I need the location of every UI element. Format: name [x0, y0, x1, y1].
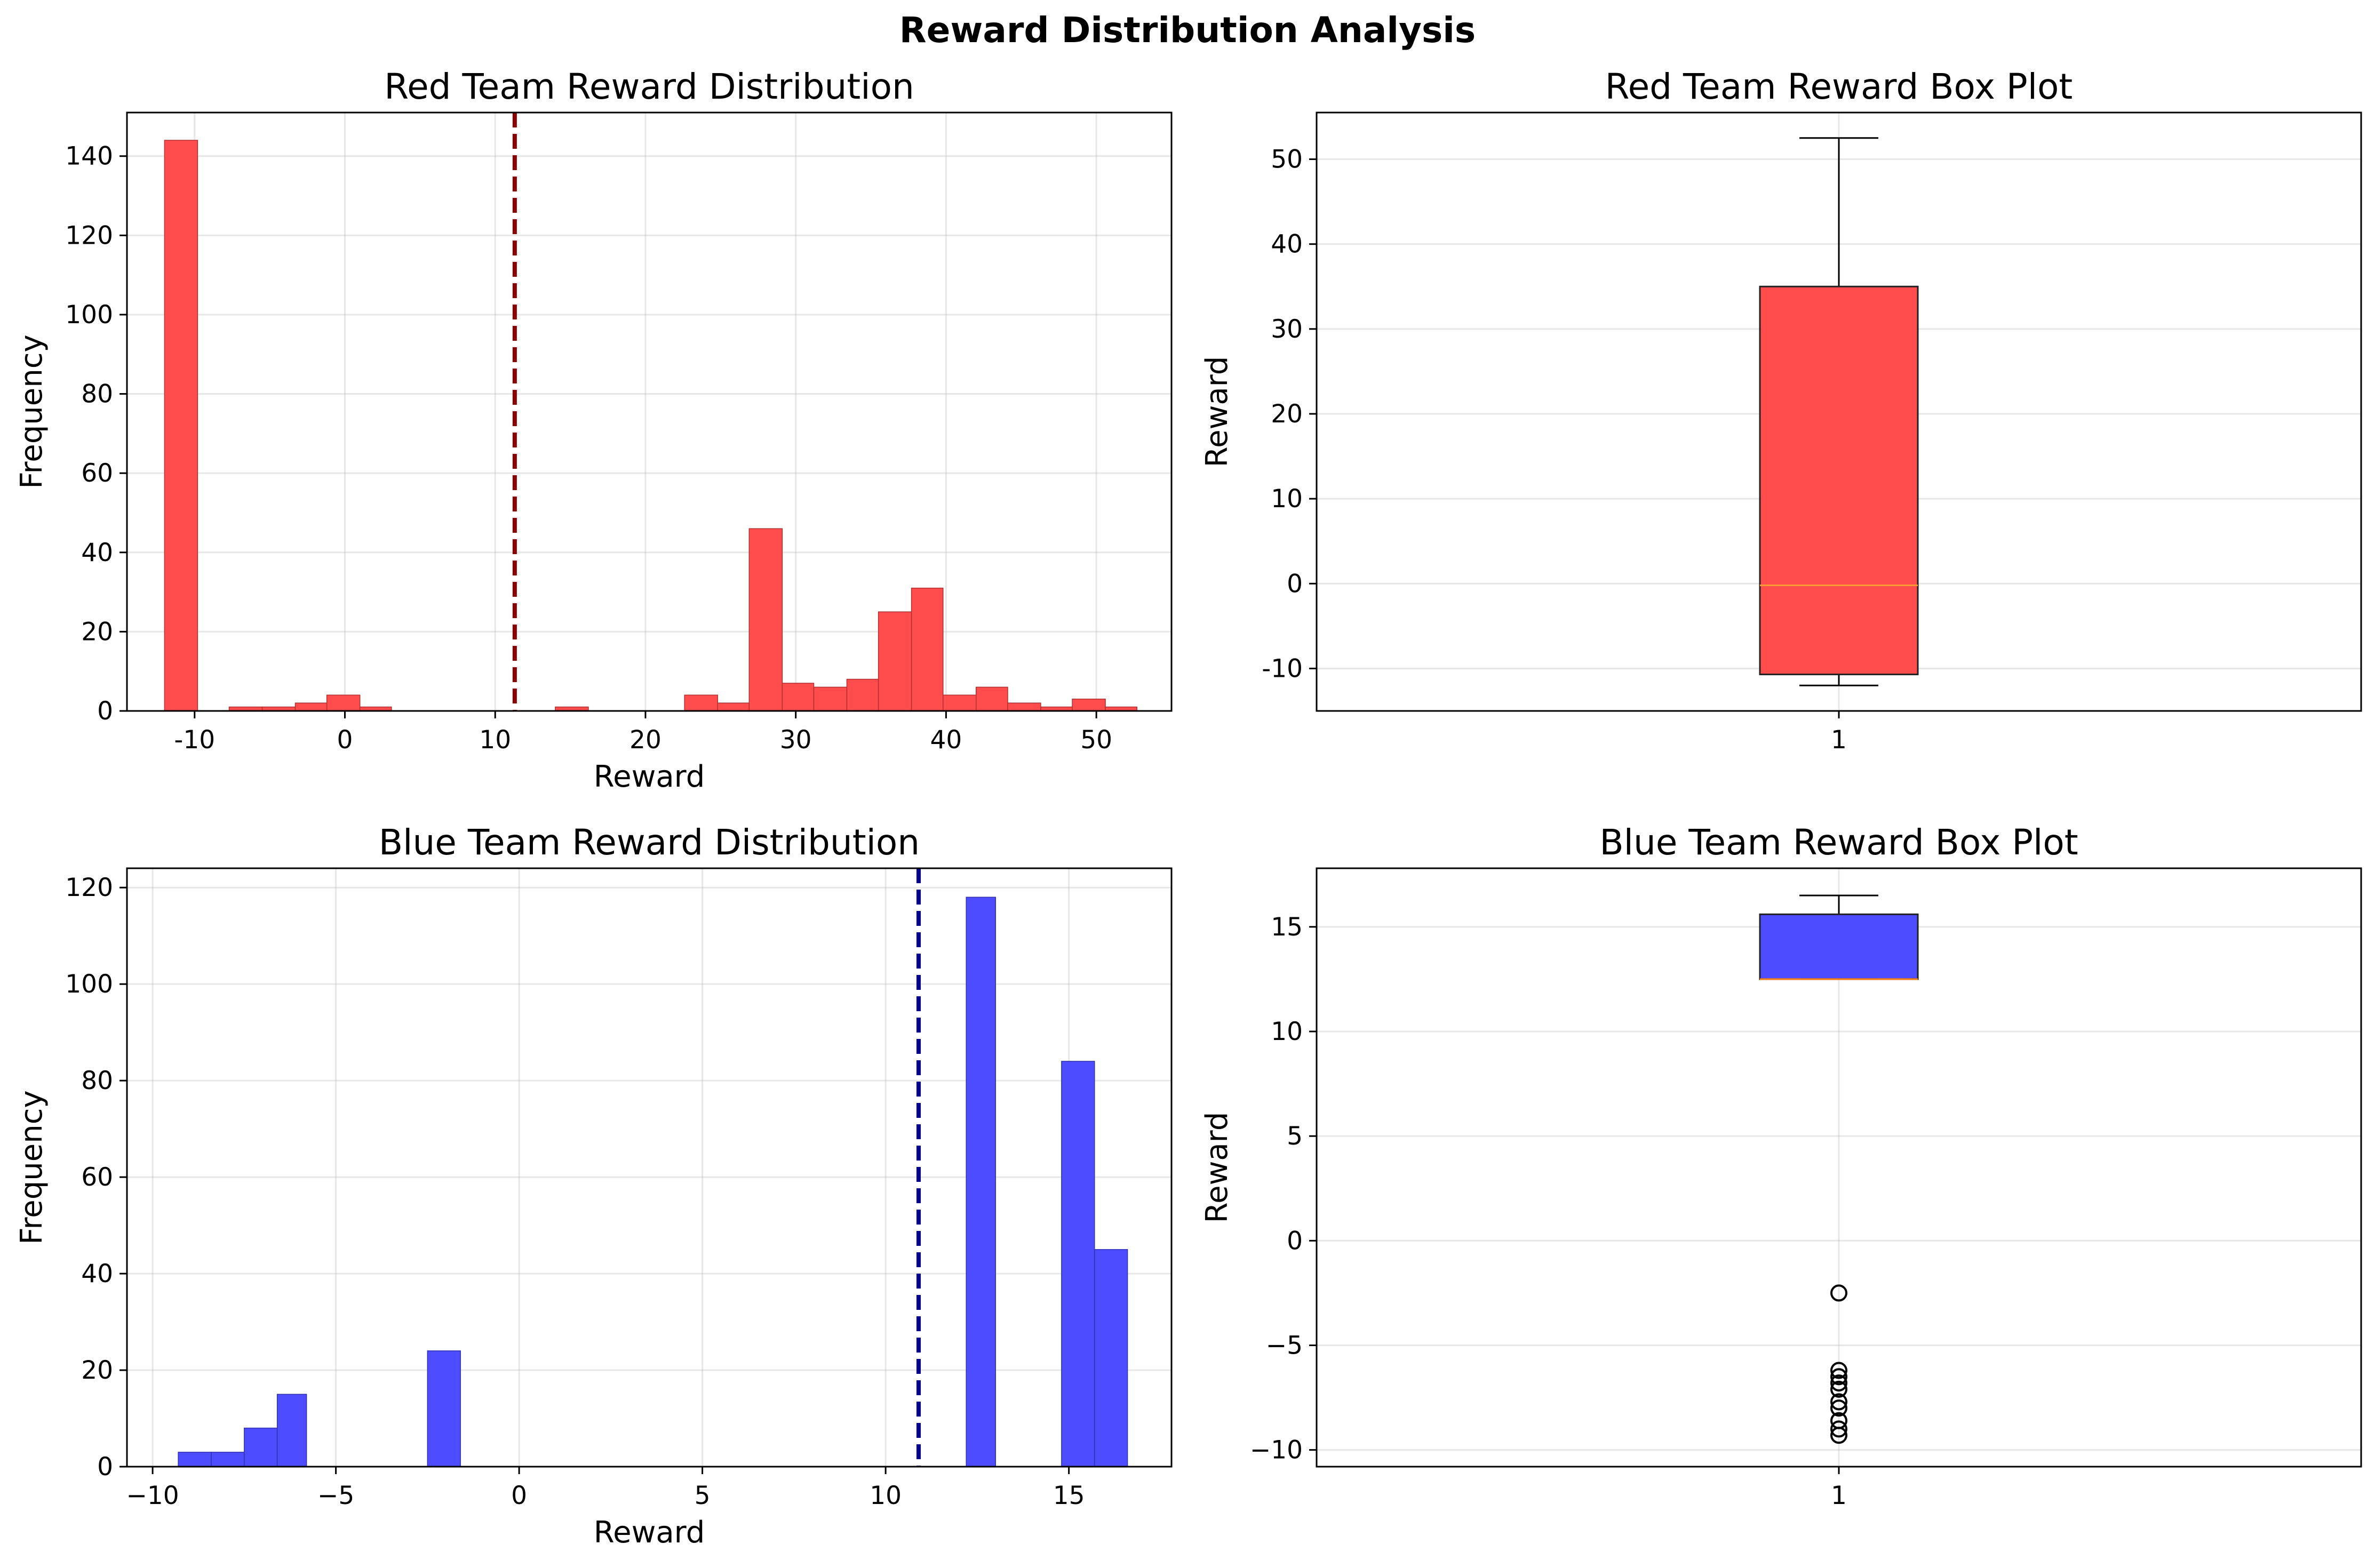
- y-tick-label: −5: [1266, 1331, 1303, 1360]
- y-tick-label: 0: [97, 697, 113, 726]
- plot-area: [127, 113, 1171, 711]
- y-tick-label: 15: [1271, 913, 1303, 942]
- box-body: [1759, 285, 1919, 676]
- y-tick-label: 60: [81, 1163, 113, 1192]
- y-tick-label: 40: [81, 538, 113, 567]
- x-tick-label: 5: [695, 1481, 711, 1510]
- y-tick-label: 120: [65, 873, 113, 902]
- outlier-point: [1830, 1427, 1847, 1444]
- y-tick-label: 0: [1287, 1226, 1303, 1255]
- plot-area: [127, 868, 1171, 1467]
- x-tick-label: 30: [780, 725, 812, 755]
- x-tick-label: 10: [870, 1481, 902, 1510]
- y-tick-label: 40: [1271, 230, 1303, 259]
- y-tick-label: 120: [65, 221, 113, 250]
- box-body: [1759, 913, 1919, 980]
- y-axis-label: Frequency: [14, 1090, 49, 1244]
- y-tick-label: 100: [65, 300, 113, 330]
- histogram-bar: [1072, 698, 1106, 711]
- histogram-bar: [1061, 1061, 1095, 1467]
- histogram-bar: [1094, 1249, 1128, 1467]
- x-tick-label: 0: [337, 725, 353, 755]
- y-tick-label: 30: [1271, 315, 1303, 344]
- histogram-bar: [211, 1452, 245, 1467]
- panel-title-red-team-reward-distribution: Red Team Reward Distribution: [384, 66, 914, 107]
- outlier-point: [1830, 1393, 1847, 1411]
- histogram-bar: [276, 1394, 307, 1467]
- x-tick-label: −5: [317, 1481, 354, 1510]
- histogram-bar: [748, 528, 783, 711]
- y-tick-label: 80: [81, 1066, 113, 1095]
- x-tick-label: 15: [1053, 1481, 1085, 1510]
- x-tick-label: 0: [511, 1481, 527, 1510]
- histogram-bar: [244, 1427, 278, 1467]
- y-tick-label: 20: [1271, 399, 1303, 429]
- y-tick-label: 10: [1271, 1017, 1303, 1046]
- histogram-bar: [782, 683, 815, 711]
- x-tick-label: 20: [629, 725, 662, 755]
- histogram-bar: [178, 1452, 212, 1467]
- x-tick-label: 1: [1831, 1481, 1847, 1510]
- x-tick-label: −10: [126, 1481, 179, 1510]
- y-tick-label: 140: [65, 142, 113, 171]
- histogram-bar: [1007, 702, 1041, 711]
- outlier-point: [1830, 1284, 1847, 1302]
- x-tick-label: 10: [479, 725, 511, 755]
- y-tick-label: 40: [81, 1259, 113, 1289]
- axes-frame: [126, 867, 1173, 1468]
- y-tick-label: 20: [81, 1356, 113, 1385]
- histogram-bar: [943, 694, 977, 711]
- y-axis-label: Reward: [1200, 356, 1234, 468]
- histogram-bar: [878, 611, 912, 711]
- y-axis-label: Reward: [1200, 1112, 1234, 1223]
- y-tick-label: 60: [81, 459, 113, 488]
- x-tick-label: -10: [174, 725, 215, 755]
- histogram-bar: [164, 140, 198, 711]
- figure-title: Reward Distribution Analysis: [899, 10, 1476, 51]
- y-axis-label: Frequency: [14, 334, 49, 489]
- y-tick-label: 0: [97, 1452, 113, 1482]
- x-tick-label: 1: [1831, 725, 1847, 755]
- histogram-bar: [911, 587, 944, 711]
- histogram-bar: [427, 1350, 461, 1467]
- histogram-bar: [684, 694, 718, 711]
- outlier-point: [1830, 1368, 1847, 1386]
- y-tick-label: 100: [65, 970, 113, 999]
- y-tick-label: 80: [81, 380, 113, 409]
- axes-frame: [126, 111, 1173, 712]
- panel-title-red-team-reward-box-plot: Red Team Reward Box Plot: [1605, 66, 2073, 107]
- x-tick-label: 50: [1080, 725, 1112, 755]
- histogram-bar: [294, 702, 328, 711]
- x-tick-label: 40: [930, 725, 962, 755]
- y-tick-label: 20: [81, 617, 113, 646]
- blue-boxplot-panel: −10 −5 0 5 10 15 1 Blue Team Reward Box Plot Rew…: [1200, 822, 2362, 1510]
- y-tick-label: 0: [1287, 569, 1303, 598]
- outlier-point: [1830, 1362, 1847, 1379]
- x-axis-label: Reward: [594, 1515, 705, 1550]
- blue-histogram-panel: 0 20 40 60 80 100 120 −10 −5 0 5 10 15 Blue Team Rewa…: [14, 822, 1173, 1550]
- outlier-point: [1830, 1374, 1847, 1392]
- histogram-bar: [966, 897, 996, 1467]
- histogram-bar: [976, 686, 1008, 711]
- outlier-point: [1830, 1380, 1847, 1398]
- red-histogram-panel: 0 20 40 60 80 100 120 140 -10 0 10 20 30 40 50 Red Team…: [14, 66, 1173, 794]
- y-tick-label: 10: [1271, 484, 1303, 514]
- histogram-bar: [717, 702, 750, 711]
- panel-title-blue-team-reward-box-plot: Blue Team Reward Box Plot: [1599, 822, 2078, 863]
- y-tick-label: −10: [1250, 1436, 1303, 1465]
- histogram-bar: [326, 694, 361, 711]
- y-tick-label: -10: [1262, 654, 1303, 683]
- outlier-point: [1830, 1399, 1847, 1417]
- panel-title-blue-team-reward-distribution: Blue Team Reward Distribution: [379, 822, 920, 863]
- y-tick-label: 50: [1271, 145, 1303, 174]
- outlier-point: [1830, 1420, 1847, 1438]
- histogram-bar: [846, 678, 879, 711]
- histogram-bar: [813, 686, 848, 711]
- red-boxplot-panel: -10 0 10 20 30 40 50 1 Red Team Reward Box Plot R…: [1200, 66, 2362, 755]
- x-axis-label: Reward: [594, 759, 705, 794]
- y-tick-label: 5: [1287, 1122, 1303, 1151]
